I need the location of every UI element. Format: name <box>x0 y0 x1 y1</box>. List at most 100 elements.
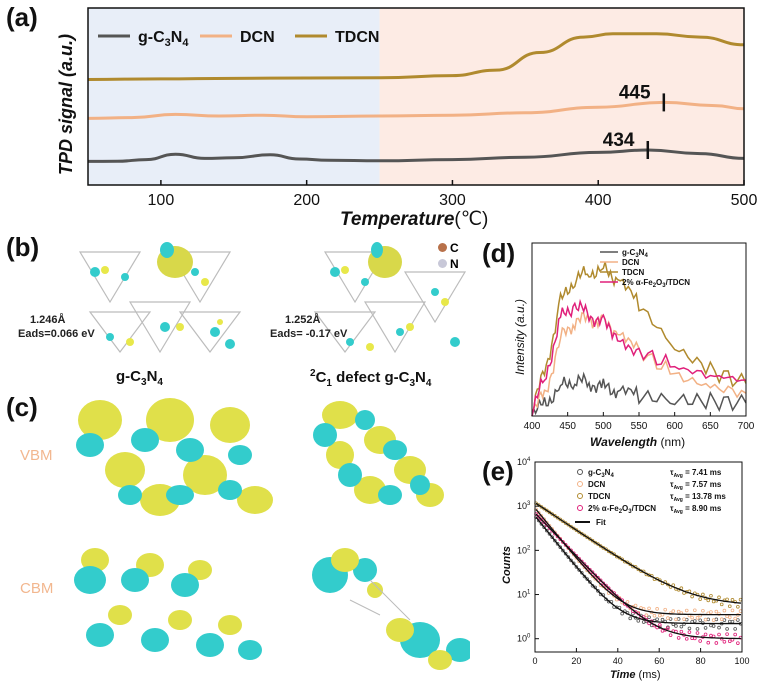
y-axis-label-e: Counts <box>501 546 513 584</box>
legend-c-label: C <box>450 241 459 255</box>
x-tick-label-e: 0 <box>532 656 537 666</box>
data-point-2% α-Fe2O3/TDCN <box>539 517 544 522</box>
data-point-2% α-Fe2O3/TDCN <box>676 636 681 640</box>
data-point-DCN <box>727 615 732 620</box>
series-line-d-2% α-Fe2O3/TDCN <box>531 298 747 417</box>
data-point-2% α-Fe2O3/TDCN <box>684 637 689 641</box>
orbital-images-c <box>74 398 470 670</box>
data-point-DCN <box>730 608 735 613</box>
data-point-DCN <box>733 616 737 621</box>
series-line-d-TDCN <box>531 261 747 412</box>
x-tick-label-a: 100 <box>148 192 175 209</box>
data-point-g-C3N4 <box>687 626 692 631</box>
data-point-g-C3N4 <box>547 532 552 536</box>
data-point-TDCN <box>571 526 576 531</box>
data-point-DCN <box>536 510 541 515</box>
data-point-DCN <box>676 609 681 614</box>
data-point-g-C3N4 <box>582 574 587 579</box>
data-point-2% α-Fe2O3/TDCN <box>612 591 616 595</box>
x-tick-label-e: 40 <box>613 656 623 666</box>
legend-label-d: g-C3N4 <box>622 248 648 259</box>
data-point-2% α-Fe2O3/TDCN <box>703 632 708 637</box>
data-point-2% α-Fe2O3/TDCN <box>679 629 684 634</box>
panel-b-label: (b) <box>6 232 40 262</box>
data-point-2% α-Fe2O3/TDCN <box>593 573 598 577</box>
legend-marker-e <box>577 493 583 499</box>
data-point-DCN <box>714 609 719 614</box>
data-point-g-C3N4 <box>558 545 563 549</box>
axes-frame-e <box>534 461 743 653</box>
fit-line-1 <box>535 508 741 616</box>
data-point-g-C3N4 <box>553 538 557 543</box>
y-tick-label-e: 100 <box>517 634 531 644</box>
data-point-TDCN <box>588 537 592 541</box>
data-point-TDCN <box>725 597 729 602</box>
decay-chart: 0 20 40 60 80 100 100 101 102 103 104 Time (ms) Coun… <box>501 457 750 681</box>
data-point-DCN <box>625 600 630 604</box>
data-point-TDCN <box>706 598 711 603</box>
x-tick-label-e: 60 <box>654 656 664 666</box>
data-point-TDCN <box>542 506 546 511</box>
x-tick-label-e: 100 <box>734 656 749 666</box>
panel-c-label: (c) <box>6 392 38 422</box>
legend-marker-e <box>577 505 583 511</box>
right-eads: Eads= -0.17 eV <box>270 328 348 340</box>
y-axis-label-d: Intensity (a.u.) <box>513 299 527 375</box>
data-point-2% α-Fe2O3/TDCN <box>722 640 727 644</box>
data-point-TDCN <box>574 528 579 532</box>
data-point-DCN <box>711 618 716 622</box>
data-point-TDCN <box>550 512 554 516</box>
data-point-2% α-Fe2O3/TDCN <box>544 523 549 528</box>
data-point-TDCN <box>698 597 702 601</box>
data-point-g-C3N4 <box>655 617 659 622</box>
legend-marker-e <box>577 481 583 487</box>
data-point-TDCN <box>558 517 563 522</box>
x-tick-label-d: 500 <box>595 421 612 432</box>
y-tick-label-e: 101 <box>517 590 531 600</box>
x-tick-label-a: 400 <box>585 192 612 209</box>
data-point-g-C3N4 <box>703 626 708 630</box>
data-point-g-C3N4 <box>585 577 589 581</box>
x-axis-label-d: Wavelength (nm) <box>590 435 685 449</box>
data-point-2% α-Fe2O3/TDCN <box>733 632 737 637</box>
data-point-TDCN <box>569 524 573 529</box>
data-point-g-C3N4 <box>636 619 641 623</box>
data-point-g-C3N4 <box>736 618 740 622</box>
data-point-g-C3N4 <box>577 568 581 572</box>
legend-label-e: 2% α-Fe2O3/TDCN <box>588 504 656 515</box>
data-point-TDCN <box>577 530 581 534</box>
x-tick-label-e: 20 <box>571 656 581 666</box>
data-point-2% α-Fe2O3/TDCN <box>582 562 587 566</box>
vbm-label: VBM <box>20 447 53 464</box>
tpd-chart: 434 445 400 100 200 300 400 500 Temperature(℃) TP… <box>56 0 757 230</box>
legend-marker-e <box>577 469 583 475</box>
data-point-DCN <box>666 616 670 620</box>
data-point-2% α-Fe2O3/TDCN <box>668 633 673 637</box>
left-adsorption-structure <box>78 242 242 354</box>
fit-line-2 <box>535 502 742 604</box>
data-point-TDCN <box>598 544 603 548</box>
data-point-2% α-Fe2O3/TDCN <box>658 623 662 627</box>
data-point-g-C3N4 <box>620 611 624 616</box>
data-point-2% α-Fe2O3/TDCN <box>601 581 606 586</box>
data-point-TDCN <box>585 535 589 540</box>
y-tick-label-e: 102 <box>517 545 531 555</box>
data-point-g-C3N4 <box>550 535 554 540</box>
data-point-TDCN <box>701 592 705 597</box>
left-eads: Eads=0.066 eV <box>18 328 95 340</box>
data-point-g-C3N4 <box>711 624 716 628</box>
data-point-g-C3N4 <box>682 622 686 626</box>
data-point-DCN <box>633 603 638 608</box>
data-point-2% α-Fe2O3/TDCN <box>588 567 592 572</box>
series-line-d-g-C3N4 <box>531 371 747 417</box>
data-point-g-C3N4 <box>571 561 576 566</box>
y-tick-label-e: 103 <box>517 501 531 511</box>
x-tick-label-e: 80 <box>696 656 706 666</box>
data-point-g-C3N4 <box>698 618 702 623</box>
data-point-g-C3N4 <box>588 580 592 584</box>
data-point-2% α-Fe2O3/TDCN <box>725 632 729 636</box>
data-point-DCN <box>709 610 713 614</box>
x-axis-label-a: Temperature(℃) <box>340 209 488 230</box>
right-structure-title: 2C1 defect g-C3N4 <box>310 368 432 389</box>
x-tick-label-d: 700 <box>738 421 755 432</box>
